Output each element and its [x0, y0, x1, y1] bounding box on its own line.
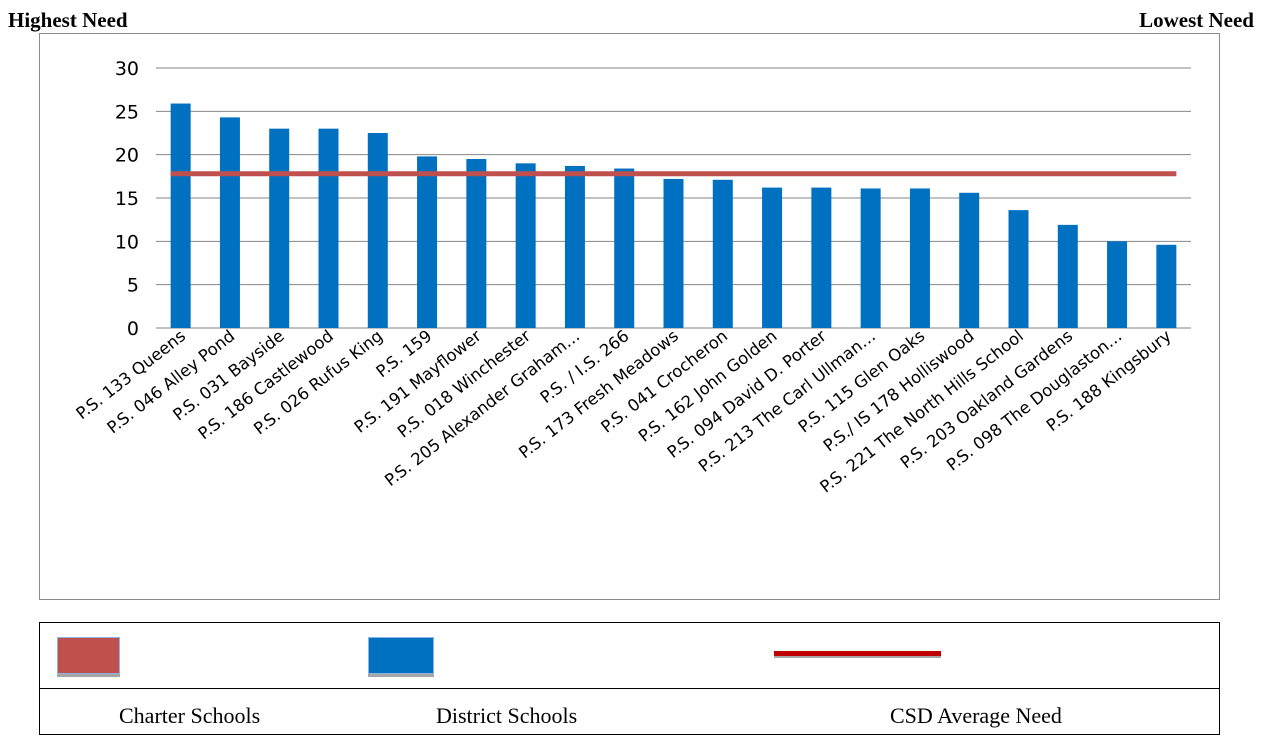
bar	[219, 117, 240, 329]
bar	[170, 103, 191, 329]
bar	[1008, 210, 1029, 328]
csd-average-swatch	[774, 651, 941, 656]
bar	[1156, 244, 1177, 328]
bar	[663, 178, 684, 328]
lowest-need-label: Lowest Need	[1139, 8, 1254, 32]
y-tick-label: 0	[127, 318, 139, 340]
y-tick-label: 10	[115, 231, 139, 253]
bar	[564, 165, 585, 328]
y-tick-label: 15	[115, 188, 139, 210]
bar	[762, 187, 783, 328]
y-tick-label: 25	[115, 101, 139, 123]
district-schools-swatch	[368, 637, 434, 674]
bar	[614, 168, 635, 328]
chart-area: 0 5 10 15 20 25 30 P.S. 133 Queens P.S. 046 Alle…	[39, 33, 1220, 600]
charter-schools-swatch	[57, 637, 120, 674]
bar	[860, 188, 881, 328]
bar	[417, 156, 438, 328]
bar	[515, 163, 536, 328]
district-schools-label: District Schools	[436, 703, 578, 728]
bar	[909, 188, 930, 328]
y-tick-label: 20	[115, 145, 139, 167]
highest-need-label: Highest Need	[8, 8, 128, 32]
y-tick-label: 30	[115, 58, 139, 80]
bar	[318, 128, 339, 328]
bar	[1107, 241, 1128, 328]
bar	[811, 187, 832, 328]
y-tick-label: 5	[127, 275, 139, 297]
bar	[1057, 224, 1078, 328]
bar	[269, 128, 290, 328]
legend-divider	[40, 688, 1219, 689]
csd-average-label: CSD Average Need	[890, 703, 1062, 728]
bar	[712, 179, 733, 328]
bar	[367, 133, 388, 328]
bar	[959, 192, 980, 328]
charter-schools-label: Charter Schools	[119, 703, 261, 728]
bar	[466, 159, 487, 328]
legend-table: Charter Schools District Schools CSD Ave…	[39, 622, 1220, 735]
